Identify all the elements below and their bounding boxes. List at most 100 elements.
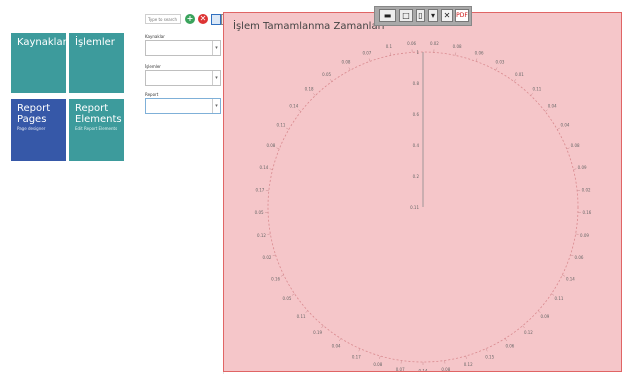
save-icon[interactable] xyxy=(211,14,221,25)
angular-tick xyxy=(329,79,333,82)
field-label: Kaynaklar xyxy=(145,34,165,39)
field-label: Report xyxy=(145,92,159,97)
polar-chart: 1 0.8 0.6 0.4 0.2 0.11 0.02 0.08 0.06 0.03 0.01 0.1… xyxy=(255,41,592,372)
zoom-icon[interactable]: □ xyxy=(399,9,413,22)
angular-tick xyxy=(495,67,498,71)
angular-tick xyxy=(544,109,548,112)
settings-icon[interactable]: ▾ xyxy=(428,9,438,22)
angular-tick xyxy=(280,274,284,277)
angular-tick xyxy=(389,52,392,56)
settings-panel: + ✕ Kaynaklar ▾ İşlemler ▾ Report ▾ xyxy=(143,12,230,374)
chevron-down-icon[interactable]: ▾ xyxy=(212,71,220,85)
angular-tick xyxy=(504,338,507,342)
tile-islemler[interactable]: İşlemler xyxy=(69,33,124,93)
tile-label: Kaynaklar xyxy=(17,37,66,48)
minimize-icon[interactable]: ▬ xyxy=(379,9,396,22)
angular-tick xyxy=(465,355,467,359)
angular-label: 0.17 xyxy=(352,354,361,359)
field-report: Report ▾ xyxy=(145,92,221,114)
pdf-export-button[interactable]: PDF xyxy=(455,9,469,22)
tile-kaynaklar[interactable]: Kaynaklar xyxy=(11,33,66,93)
tile-label: İşlemler xyxy=(75,37,115,48)
angular-label: 0.09 xyxy=(540,314,549,319)
resize-icon[interactable]: ▯ xyxy=(416,9,425,22)
chart-title: İşlem Tamamlanma Zamanları xyxy=(233,21,385,32)
angular-tick xyxy=(276,147,280,150)
angular-tick xyxy=(321,325,324,329)
search-input[interactable] xyxy=(145,14,181,24)
angular-tick xyxy=(573,168,577,170)
angular-label: 0.12 xyxy=(464,362,473,367)
angular-label: 0.08 xyxy=(342,60,351,65)
angular-label: 0.01 xyxy=(515,72,524,77)
delete-icon[interactable]: ✕ xyxy=(198,14,208,24)
radial-tick-label: 0.4 xyxy=(413,143,420,148)
tile-report-pages[interactable]: Report Pages Page designer xyxy=(11,99,66,161)
angular-label: 0.11 xyxy=(532,87,541,92)
tile-subtitle: Page designer xyxy=(17,126,46,131)
angular-label: 0.07 xyxy=(396,367,405,371)
angular-label: 0.08 xyxy=(453,44,462,49)
angular-label: 0.04 xyxy=(548,104,557,109)
angular-label: 0.12 xyxy=(257,233,266,238)
angular-label: 0.06 xyxy=(407,41,416,46)
angular-label: 0.09 xyxy=(580,233,589,238)
angular-label: 0.16 xyxy=(582,210,591,215)
angular-label: 0.02 xyxy=(582,187,591,192)
angular-tick xyxy=(267,233,271,235)
radial-tick-label: 1 xyxy=(416,50,419,55)
angular-label: 0.19 xyxy=(313,330,322,335)
angular-tick xyxy=(291,293,295,296)
polar-outer-ring xyxy=(267,51,579,363)
radial-tick-label: 0.11 xyxy=(410,205,419,210)
angular-label: 0.07 xyxy=(362,50,371,55)
angular-tick xyxy=(269,168,273,170)
kaynaklar-select[interactable]: ▾ xyxy=(145,40,221,56)
angular-label: 0.06 xyxy=(505,344,514,349)
chevron-down-icon[interactable]: ▾ xyxy=(212,41,220,55)
angular-tick xyxy=(513,79,517,82)
field-label: İşlemler xyxy=(145,64,161,69)
angular-label: 0.06 xyxy=(575,255,584,260)
angular-label: 0.11 xyxy=(277,123,286,128)
angular-label: 0.08 xyxy=(571,143,580,148)
angular-label: 0.12 xyxy=(524,330,533,335)
angular-tick xyxy=(570,254,574,257)
field-kaynaklar: Kaynaklar ▾ xyxy=(145,34,221,56)
angular-tick xyxy=(358,348,361,352)
add-icon[interactable]: + xyxy=(185,14,195,24)
angular-tick xyxy=(551,293,555,296)
chart-toolbar: ▬ □ ▯ ▾ ✕ PDF xyxy=(374,6,472,26)
field-islemler: İşlemler ▾ xyxy=(145,64,221,86)
angular-label: 0.08 xyxy=(266,143,275,148)
angular-tick xyxy=(286,127,289,130)
angular-label: 0.14 xyxy=(566,276,575,281)
tile-report-elements[interactable]: Report Elements Edit Report Elements xyxy=(69,99,124,161)
islemler-select[interactable]: ▾ xyxy=(145,70,221,86)
tile-subtitle: Edit Report Elements xyxy=(75,126,118,131)
angular-tick xyxy=(522,325,525,329)
angular-tick xyxy=(538,310,541,313)
tile-label: Report Elements xyxy=(75,103,122,125)
angular-label: 0.06 xyxy=(475,50,484,55)
radial-tick-label: 0.6 xyxy=(413,112,420,117)
angular-tick xyxy=(454,52,457,56)
report-select[interactable]: ▾ xyxy=(145,98,221,114)
radial-tick-label: 0.2 xyxy=(413,174,420,179)
angular-label: 0.03 xyxy=(496,60,505,65)
chevron-down-icon[interactable]: ▾ xyxy=(212,99,220,113)
angular-label: 0.14 xyxy=(419,369,428,372)
angular-tick xyxy=(575,233,579,235)
angular-tick xyxy=(530,93,533,96)
angular-label: 0.05 xyxy=(322,72,331,77)
angular-tick xyxy=(272,254,276,257)
angular-label: 0.18 xyxy=(305,87,314,92)
angular-tick xyxy=(475,58,478,62)
angular-label: 0.1 xyxy=(386,44,393,49)
angular-tick xyxy=(485,348,488,352)
angular-tick xyxy=(305,310,308,313)
angular-tick xyxy=(313,93,316,96)
tile-label: Report Pages xyxy=(17,103,51,125)
close-button[interactable]: ✕ xyxy=(441,9,453,22)
angular-label: 0.14 xyxy=(289,104,298,109)
